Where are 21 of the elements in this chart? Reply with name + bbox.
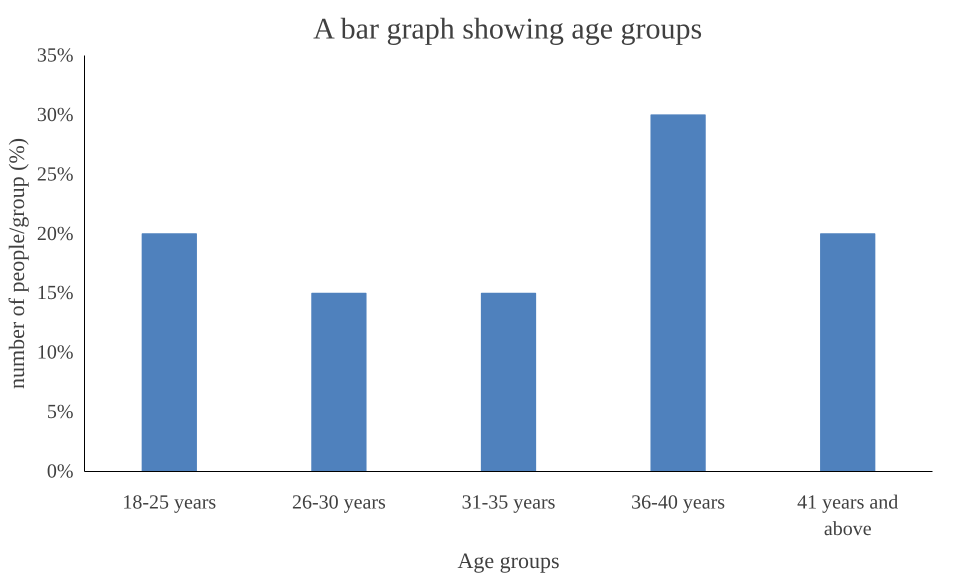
y-tick-label: 25%: [36, 163, 74, 186]
bar: [480, 292, 536, 472]
x-tick-label: 31-35 years: [462, 492, 556, 514]
y-tick-label: 0%: [46, 460, 74, 482]
y-tick-label: 30%: [36, 104, 74, 126]
x-tick-label: 18-25 years: [122, 492, 216, 514]
y-tick-label: 10%: [36, 342, 74, 364]
x-tick-label: 41 years and above: [797, 492, 898, 540]
bar: [820, 233, 876, 472]
y-tick-label: 5%: [46, 401, 74, 424]
x-tick-label: 36-40 years: [631, 492, 726, 514]
y-tick-label: 15%: [36, 282, 74, 304]
y-axis-title: number of people/group (%): [4, 138, 29, 390]
y-tick-label: 35%: [36, 44, 74, 66]
bar: [142, 233, 197, 472]
x-tick-label: 26-30 years: [292, 492, 386, 514]
bar: [650, 114, 706, 472]
bar: [311, 292, 367, 472]
x-axis-title: Age groups: [457, 548, 560, 573]
chart-title: A bar graph showing age groups: [313, 12, 702, 46]
y-tick-label: 20%: [36, 222, 74, 245]
